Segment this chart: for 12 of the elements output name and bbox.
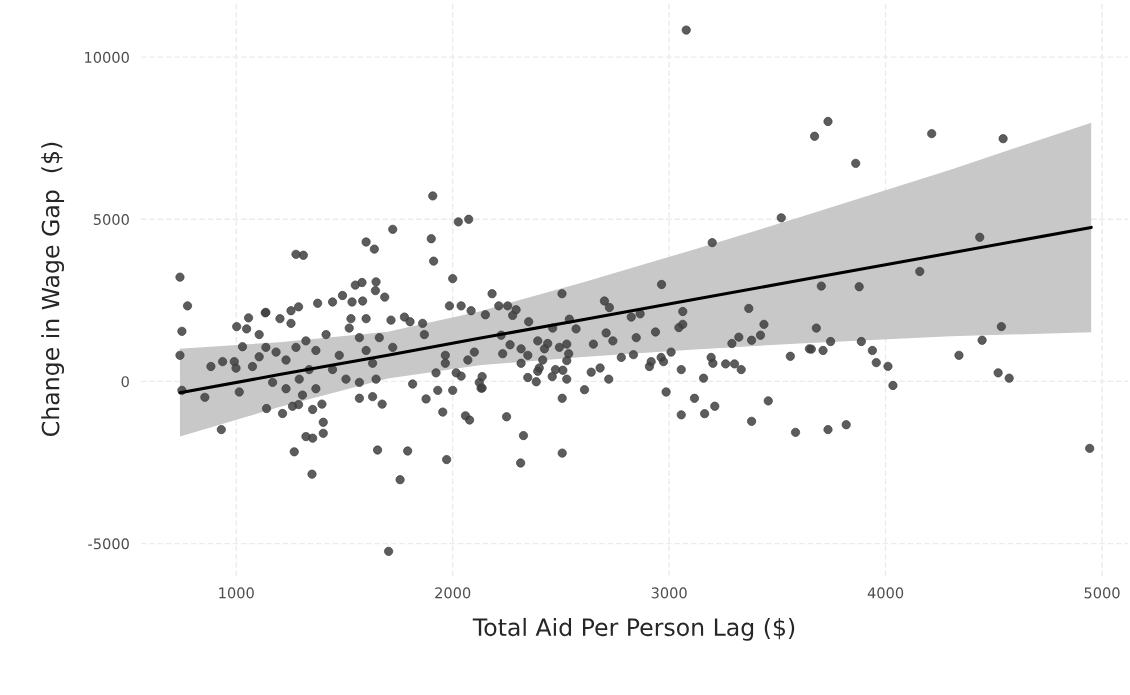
x-tick-label: 2000 bbox=[435, 587, 471, 599]
line-series bbox=[178, 225, 1093, 395]
y-tick-label: 10000 bbox=[85, 51, 129, 63]
x-tick-label: 5000 bbox=[1084, 587, 1120, 599]
y-axis-title: Change in Wage Gap ($) bbox=[41, 142, 65, 436]
x-tick-label: 4000 bbox=[867, 587, 904, 599]
x-tick-label: 3000 bbox=[651, 587, 687, 599]
y-tick-label: -5000 bbox=[88, 538, 129, 550]
y-tick-label: 0 bbox=[121, 376, 129, 388]
y-tick-label: 5000 bbox=[93, 213, 129, 226]
x-tick-label: 1000 bbox=[219, 587, 254, 599]
x-axis-title: Total Aid Per Person Lag ($) bbox=[472, 617, 795, 641]
